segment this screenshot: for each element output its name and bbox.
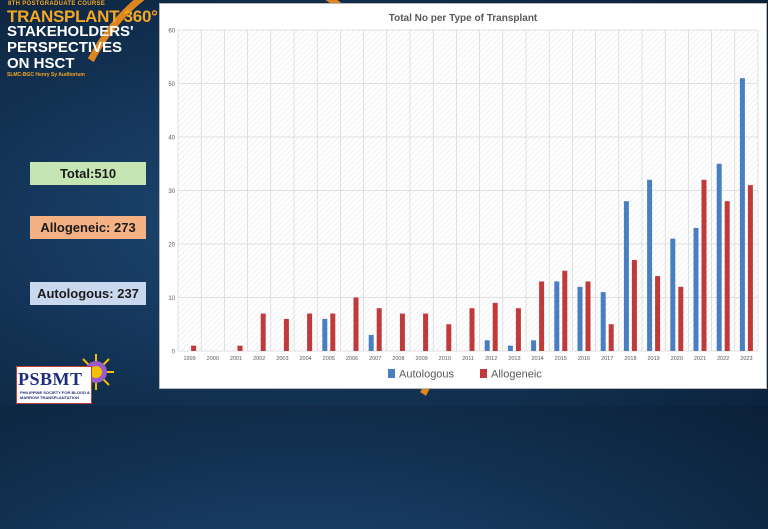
bar-allogeneic-2019 bbox=[655, 276, 661, 351]
bar-autologous-2020 bbox=[670, 238, 676, 351]
y-tick-label: 10 bbox=[168, 296, 175, 302]
bar-allogeneic-2021 bbox=[701, 179, 707, 351]
bar-allogeneic-2008 bbox=[399, 313, 405, 351]
y-tick-label: 60 bbox=[168, 29, 175, 35]
logo-name: PSBMT bbox=[18, 369, 83, 389]
bar-allogeneic-2016 bbox=[585, 281, 591, 351]
bar-allogeneic-2006 bbox=[353, 297, 359, 351]
bar-autologous-2017 bbox=[600, 292, 606, 351]
bar-allogeneic-1999 bbox=[191, 345, 197, 351]
x-tick-label: 2002 bbox=[253, 356, 265, 362]
x-tick-label: 2005 bbox=[323, 356, 335, 362]
x-tick-label: 2004 bbox=[299, 356, 311, 362]
subtitle-line-3: ON HSCT bbox=[7, 55, 75, 72]
bar-autologous-2019 bbox=[647, 179, 653, 351]
bar-autologous-2021 bbox=[693, 227, 699, 351]
bar-autologous-2022 bbox=[716, 163, 722, 351]
bar-allogeneic-2011 bbox=[469, 308, 475, 351]
y-tick-label: 50 bbox=[168, 82, 175, 88]
bar-allogeneic-2014 bbox=[539, 281, 545, 351]
chart-legend: Autologous Allogeneic bbox=[388, 369, 542, 381]
x-tick-label: 2023 bbox=[740, 356, 752, 362]
x-tick-label: 2019 bbox=[647, 356, 659, 362]
legend-swatch-autologous bbox=[388, 369, 395, 378]
bar-allogeneic-2002 bbox=[260, 313, 266, 351]
y-tick-label: 20 bbox=[168, 243, 175, 249]
x-tick-label: 2003 bbox=[276, 356, 288, 362]
x-tick-label: 1999 bbox=[183, 356, 195, 362]
bar-allogeneic-2010 bbox=[446, 324, 452, 351]
bar-chart: Total No per Type of Transplant 0 10 20 30 4… bbox=[168, 13, 759, 381]
bar-autologous-2012 bbox=[484, 340, 490, 351]
event-subtitle: STAKEHOLDERS' PERSPECTIVES ON HSCT bbox=[7, 24, 157, 72]
bar-allogeneic-2015 bbox=[562, 270, 568, 351]
autologous-stat-box: Autologous: 237 bbox=[30, 282, 146, 305]
x-tick-label: 2018 bbox=[624, 356, 636, 362]
subtitle-line-1: STAKEHOLDERS' bbox=[7, 23, 134, 40]
x-tick-label: 2011 bbox=[462, 356, 474, 362]
bar-autologous-2016 bbox=[577, 286, 583, 351]
x-tick-label: 2008 bbox=[392, 356, 404, 362]
x-tick-label: 2009 bbox=[415, 356, 427, 362]
logo-subtitle: PHILIPPINE SOCIETY FOR BLOOD & MARROW TR… bbox=[20, 390, 90, 400]
x-tick-label: 2014 bbox=[531, 356, 543, 362]
x-tick-label: 2021 bbox=[694, 356, 706, 362]
x-tick-label: 2007 bbox=[369, 356, 381, 362]
total-stat-box: Total:510 bbox=[30, 162, 146, 185]
allogeneic-stat-box: Allogeneic: 273 bbox=[30, 216, 146, 239]
y-tick-label: 40 bbox=[168, 136, 175, 142]
logo-box bbox=[16, 366, 92, 404]
bar-allogeneic-2003 bbox=[283, 318, 289, 351]
x-tick-label: 2013 bbox=[508, 356, 520, 362]
x-tick-label: 2000 bbox=[207, 356, 219, 362]
x-tick-label: 2001 bbox=[230, 356, 242, 362]
legend-label-allogeneic: Allogeneic bbox=[491, 369, 542, 381]
bar-allogeneic-2022 bbox=[724, 201, 730, 351]
bar-allogeneic-2005 bbox=[330, 313, 336, 351]
legend-label-autologous: Autologous bbox=[399, 369, 455, 381]
y-tick-label: 0 bbox=[172, 350, 176, 356]
x-tick-label: 2022 bbox=[717, 356, 729, 362]
bar-autologous-2018 bbox=[623, 201, 629, 351]
bar-autologous-2014 bbox=[531, 340, 537, 351]
event-title: TRANSPLANT 360°: bbox=[7, 7, 163, 26]
psbmt-logo: PSBMT PHILIPPINE SOCIETY FOR BLOOD & MAR… bbox=[16, 354, 114, 404]
chart-panel: Total No per Type of Transplant 0 10 20 30 4… bbox=[159, 3, 767, 389]
x-tick-label: 2010 bbox=[439, 356, 451, 362]
bar-allogeneic-2013 bbox=[515, 308, 521, 351]
bar-allogeneic-2009 bbox=[423, 313, 429, 351]
bar-allogeneic-2007 bbox=[376, 308, 382, 351]
y-tick-label: 30 bbox=[168, 189, 175, 195]
course-label: 8TH POSTGRADUATE COURSE bbox=[8, 1, 106, 7]
x-tick-label: 2006 bbox=[346, 356, 358, 362]
bar-autologous-2007 bbox=[368, 334, 374, 351]
x-tick-label: 2015 bbox=[555, 356, 567, 362]
bar-autologous-2005 bbox=[322, 318, 328, 351]
x-tick-label: 2020 bbox=[671, 356, 683, 362]
bar-allogeneic-2023 bbox=[747, 185, 753, 351]
bar-allogeneic-2004 bbox=[307, 313, 313, 351]
x-tick-label: 2012 bbox=[485, 356, 497, 362]
legend-swatch-allogeneic bbox=[480, 369, 487, 378]
bar-autologous-2015 bbox=[554, 281, 560, 351]
x-tick-label: 2016 bbox=[578, 356, 590, 362]
bar-allogeneic-2012 bbox=[492, 302, 498, 351]
bar-allogeneic-2020 bbox=[678, 286, 684, 351]
bar-allogeneic-2018 bbox=[631, 260, 637, 351]
bar-autologous-2013 bbox=[507, 345, 513, 351]
venue-label: SLMC-BGC Henry Sy Auditorium bbox=[7, 72, 85, 78]
bar-allogeneic-2017 bbox=[608, 324, 614, 351]
x-tick-label: 2017 bbox=[601, 356, 613, 362]
bar-autologous-2023 bbox=[739, 78, 745, 352]
chart-title: Total No per Type of Transplant bbox=[389, 13, 538, 24]
subtitle-line-2: PERSPECTIVES bbox=[7, 39, 123, 56]
bar-allogeneic-2001 bbox=[237, 345, 243, 351]
